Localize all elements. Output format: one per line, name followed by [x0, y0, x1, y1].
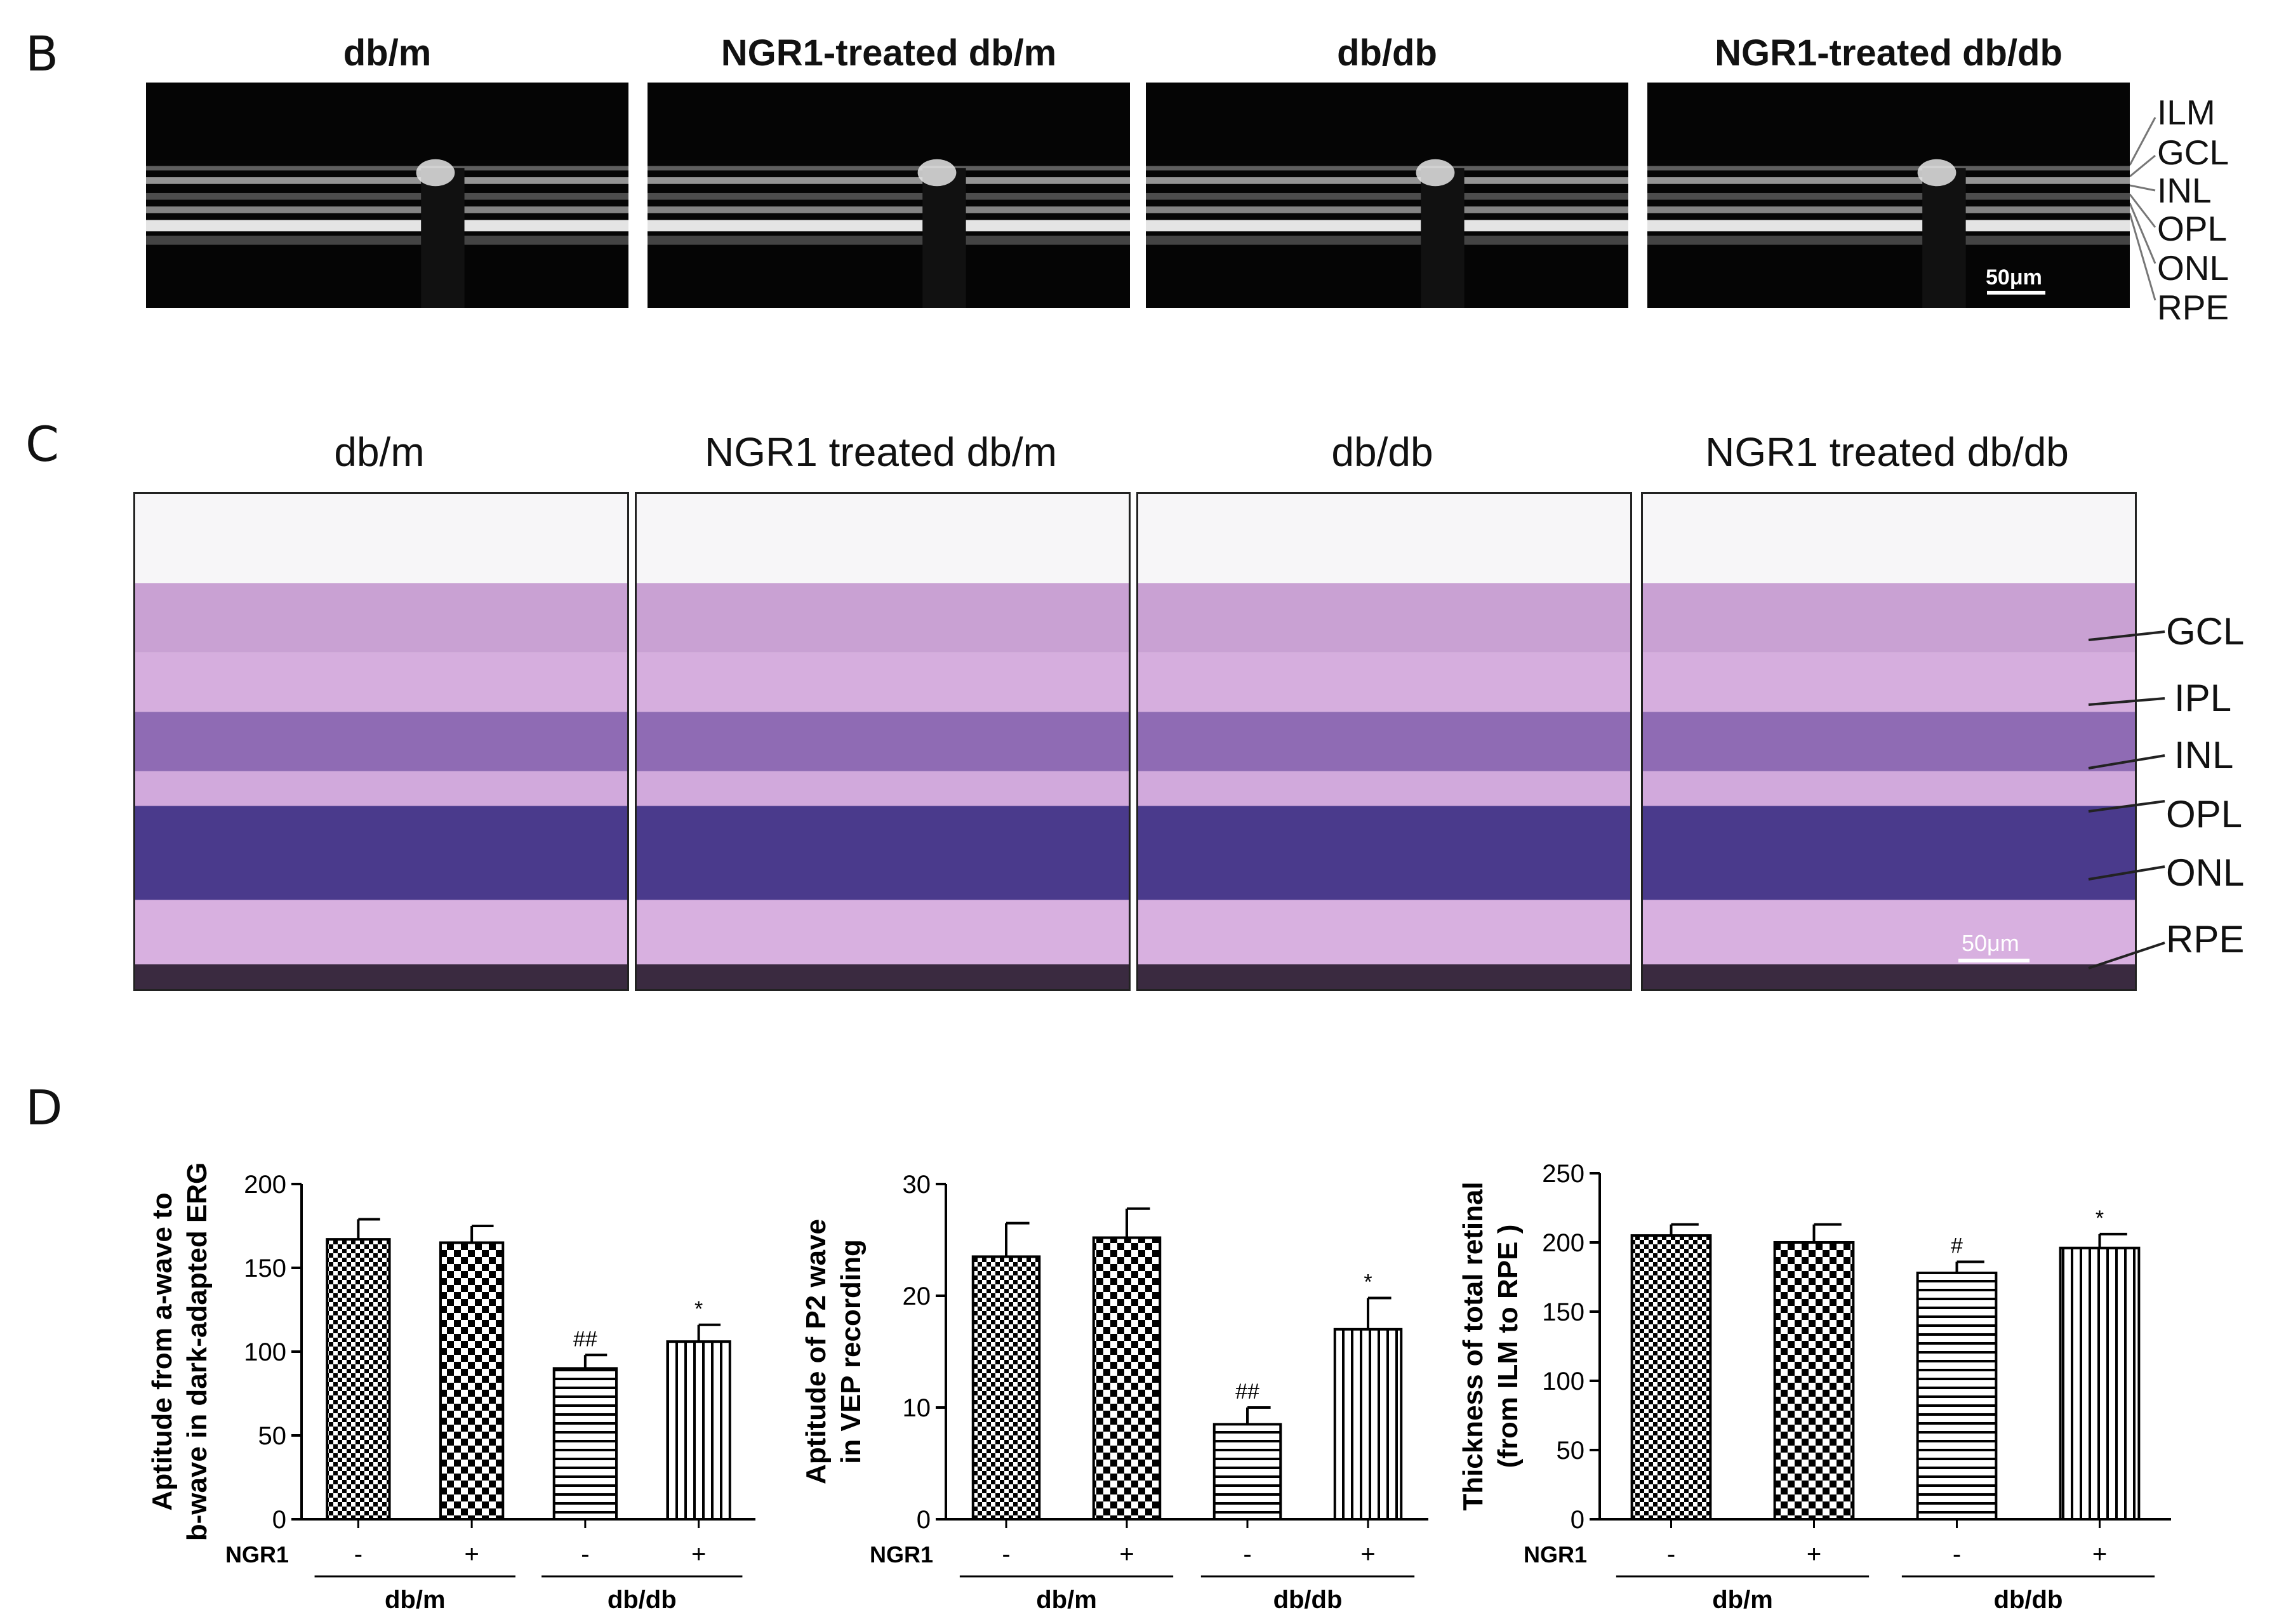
y-axis-label: (from ILM to RPE ) [1492, 1225, 1524, 1468]
oct-scale-bar [1987, 291, 2045, 295]
he-label-opl: OPL [2166, 793, 2243, 835]
significance-mark: ## [1235, 1380, 1259, 1404]
panel-d-letter: D [25, 1079, 63, 1136]
significance-mark: * [1364, 1270, 1372, 1295]
he-label-rpe: RPE [2166, 918, 2245, 961]
he-label-leaders [2088, 630, 2165, 969]
bar [1092, 1236, 1162, 1521]
treatment-sign: + [691, 1540, 706, 1568]
he-image-ngr1-dbdb [1641, 492, 2137, 991]
treatment-sign: - [354, 1540, 362, 1568]
oct-image-ngr1-dbdb [1647, 83, 2130, 308]
y-tick-label: 200 [1542, 1229, 1584, 1257]
bar [1630, 1234, 1712, 1521]
oct-label-ilm: ILM [2157, 93, 2216, 132]
oct-image-dbm [146, 83, 628, 308]
he-image-dbdb [1136, 492, 1632, 991]
oct-scale-label: 50μm [1986, 265, 2042, 290]
y-tick-label: 100 [1542, 1368, 1584, 1395]
oct-title-4: NGR1-treated db/db [1715, 32, 2063, 74]
bar [552, 1367, 618, 1521]
significance-mark: * [694, 1297, 703, 1321]
oct-label-rpe: RPE [2157, 288, 2229, 327]
significance-mark: ## [573, 1327, 597, 1351]
y-tick-label: 50 [258, 1422, 287, 1450]
y-axis-label: Aptitude of P2 wave [801, 1219, 832, 1484]
he-label-inl: INL [2174, 734, 2234, 776]
y-tick-label: 100 [244, 1338, 286, 1366]
treatment-sign: - [1953, 1540, 1961, 1568]
y-tick-label: 200 [244, 1171, 286, 1199]
treatment-sign: - [1243, 1540, 1251, 1568]
oct-label-opl: OPL [2157, 209, 2228, 248]
bar [1916, 1271, 1998, 1521]
panel-b-letter: B [25, 25, 59, 82]
bar [1212, 1423, 1282, 1521]
y-tick-label: 0 [917, 1506, 931, 1534]
he-label-ipl: IPL [2174, 677, 2232, 719]
ngr1-row-label: NGR1 [870, 1541, 933, 1567]
treatment-sign: - [581, 1540, 589, 1568]
y-tick-label: 150 [244, 1255, 286, 1282]
oct-label-leaders [2130, 117, 2156, 301]
he-title-4: NGR1 treated db/db [1705, 429, 2069, 475]
he-title-3: db/db [1331, 429, 1433, 475]
he-label-gcl: GCL [2166, 610, 2245, 653]
treatment-sign: + [1119, 1540, 1134, 1568]
he-image-dbm [133, 492, 629, 991]
significance-mark: # [1951, 1234, 1963, 1258]
oct-title-1: db/m [343, 32, 432, 74]
ngr1-row-label: NGR1 [225, 1541, 289, 1567]
treatment-sign: + [2092, 1540, 2107, 1568]
y-axis-label: Aptitude from a-wave to [147, 1192, 178, 1510]
he-scale-bar [1958, 959, 2030, 962]
bar [2059, 1246, 2141, 1521]
group-label: db/m [1712, 1586, 1773, 1614]
treatment-sign: + [1360, 1540, 1375, 1568]
ngr1-row-label: NGR1 [1524, 1541, 1587, 1567]
y-axis-label: b-wave in dark-adapted ERG [182, 1162, 213, 1541]
group-label: db/m [1036, 1586, 1097, 1614]
oct-label-inl: INL [2157, 171, 2212, 210]
group-label: db/db [1273, 1586, 1343, 1614]
oct-label-onl: ONL [2157, 248, 2229, 288]
treatment-sign: - [1667, 1540, 1675, 1568]
treatment-sign: - [1002, 1540, 1010, 1568]
y-tick-label: 30 [903, 1171, 931, 1199]
significance-mark: * [2096, 1206, 2104, 1230]
treatment-sign: + [1807, 1540, 1821, 1568]
y-tick-label: 20 [903, 1282, 931, 1310]
y-tick-label: 0 [1571, 1506, 1584, 1534]
bar [326, 1238, 391, 1521]
he-scale-label: 50μm [1962, 930, 2019, 956]
he-label-onl: ONL [2166, 851, 2245, 894]
y-axis-label: Thickness of total retinal [1458, 1181, 1489, 1510]
group-label: db/m [385, 1586, 446, 1614]
y-tick-label: 0 [272, 1506, 286, 1534]
bar [666, 1340, 731, 1521]
he-image-ngr1-dbm [635, 492, 1131, 991]
oct-label-gcl: GCL [2157, 133, 2229, 172]
bar [971, 1255, 1041, 1521]
bar [439, 1241, 505, 1521]
y-tick-label: 50 [1557, 1437, 1585, 1465]
y-axis-label: in VEP recording [835, 1239, 867, 1464]
y-tick-label: 10 [903, 1394, 931, 1422]
bar [1333, 1328, 1403, 1521]
oct-title-2: NGR1-treated db/m [721, 32, 1057, 74]
oct-image-dbdb [1146, 83, 1628, 308]
panel-c-letter: C [25, 416, 60, 472]
group-label: db/db [608, 1586, 677, 1614]
group-label: db/db [1994, 1586, 2063, 1614]
oct-image-ngr1-dbm [648, 83, 1130, 308]
oct-title-3: db/db [1337, 32, 1437, 74]
bar [1773, 1241, 1855, 1521]
treatment-sign: + [464, 1540, 479, 1568]
he-title-1: db/m [334, 429, 425, 475]
he-title-2: NGR1 treated db/m [705, 429, 1057, 475]
y-tick-label: 250 [1542, 1160, 1584, 1188]
y-tick-label: 150 [1542, 1298, 1584, 1326]
